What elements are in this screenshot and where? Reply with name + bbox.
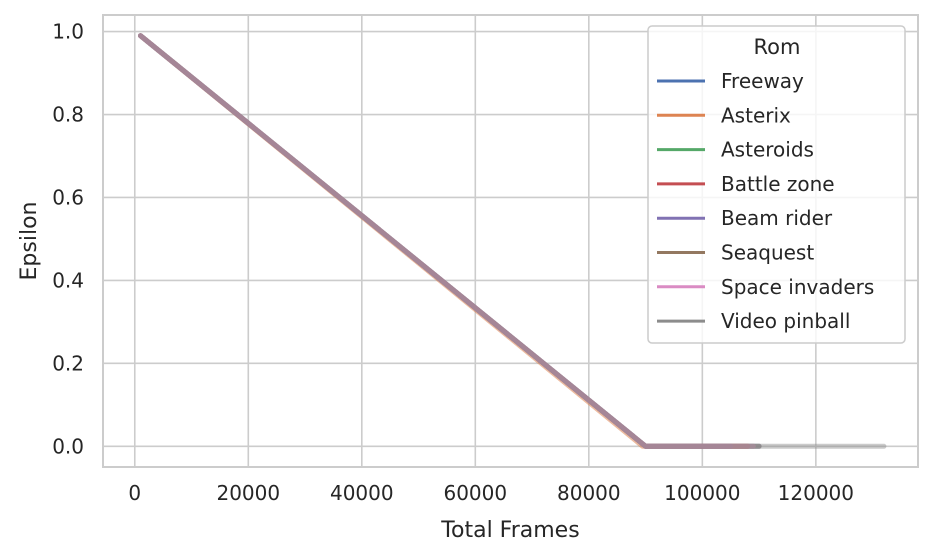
x-tick-label: 20000 [216, 481, 280, 505]
legend-label-seaquest: Seaquest [721, 241, 814, 265]
x-tick-label: 60000 [443, 481, 507, 505]
legend-label-video-pinball: Video pinball [721, 309, 850, 333]
x-tick-label: 120000 [778, 481, 854, 505]
x-axis-label: Total Frames [440, 518, 579, 543]
y-tick-label: 0.6 [52, 185, 84, 209]
y-tick-label: 0.2 [52, 351, 84, 375]
legend-label-battle-zone: Battle zone [721, 172, 835, 196]
y-tick-labels: 0.0 0.2 0.4 0.6 0.8 1.0 [52, 20, 84, 459]
y-tick-label: 1.0 [52, 20, 84, 44]
x-tick-label: 80000 [557, 481, 621, 505]
legend-label-freeway: Freeway [721, 69, 804, 93]
series-line-space-invaders [138, 33, 756, 449]
series-lines [138, 33, 887, 449]
x-tick-label: 100000 [664, 481, 740, 505]
x-tick-label: 40000 [330, 481, 394, 505]
y-tick-label: 0.0 [52, 434, 84, 458]
series-line-video-pinball [138, 33, 887, 449]
legend-label-asterix: Asterix [721, 103, 791, 127]
legend-label-space-invaders: Space invaders [721, 275, 874, 299]
plot-frame [102, 14, 919, 468]
y-tick-label: 0.8 [52, 103, 84, 127]
legend-box [647, 25, 906, 344]
legend-label-asteroids: Asteroids [721, 138, 814, 162]
y-tick-label: 0.4 [52, 268, 84, 292]
legend-items: Freeway Asterix Asteroids Battle zone Beam r… [657, 69, 874, 333]
x-tick-label: 0 [128, 481, 141, 505]
series-line-beam-rider [138, 33, 734, 449]
legend-title: Rom [754, 35, 801, 59]
legend-label-beam-rider: Beam rider [721, 206, 833, 230]
legend: Rom Freeway Asterix Asteroids Battle zone Be… [647, 25, 906, 344]
x-tick-labels: 0 20000 40000 60000 80000 100000 120000 [128, 481, 854, 505]
y-axis-label: Epsilon [17, 202, 42, 281]
